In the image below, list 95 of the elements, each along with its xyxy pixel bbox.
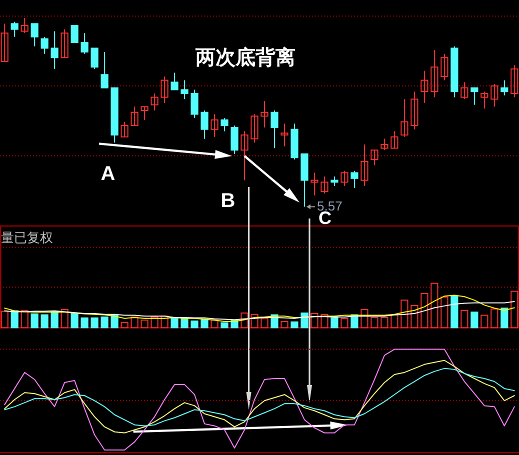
bar [70,312,78,328]
bar [440,296,448,328]
bar [200,318,208,328]
bar [80,317,88,328]
chart-title: 量已复权 [1,230,53,245]
bar [180,318,188,328]
bar [510,290,518,328]
candlestick [270,110,278,149]
candlestick [130,106,138,126]
candlestick [350,170,358,188]
bar [190,320,198,328]
candlestick [180,80,188,100]
candlestick [90,48,98,70]
bar [420,293,428,328]
candlestick [220,118,228,132]
candlestick [260,100,268,128]
bar [150,316,158,328]
candlestick [230,125,238,154]
candlestick [80,32,88,54]
bar [450,295,458,328]
candlestick [280,123,288,147]
candlestick [330,176,338,186]
bar [360,308,368,328]
candlestick [440,53,448,81]
bar [260,318,268,328]
bar [90,317,98,328]
candlestick [240,130,248,181]
bar [300,312,308,328]
candlestick [500,80,508,96]
candlestick [430,50,438,98]
candlestick [30,23,38,47]
bar [210,320,218,328]
bar [170,318,178,328]
candlestick [340,170,348,186]
candlestick [360,144,368,186]
bar [40,314,48,328]
candlestick [40,36,48,54]
candlestick [400,98,408,138]
bar [380,316,388,328]
bar [340,318,348,328]
bar [390,314,398,328]
candlestick [70,25,78,44]
candlestick [160,76,168,104]
bar [130,316,138,328]
bar [120,322,128,328]
candlestick [320,176,328,194]
candlestick [410,91,418,130]
annotation: A [100,163,116,185]
candlestick [460,82,468,100]
candlestick [50,30,58,70]
candlestick [200,110,208,140]
bar [0,310,8,328]
candlestick [490,84,498,108]
candlestick [150,92,158,111]
bar [140,320,148,328]
candlestick [510,64,518,98]
bar [280,320,288,328]
bar [100,316,108,328]
candlestick [100,51,108,88]
bar [400,300,408,328]
bar [30,313,38,328]
candlestick [480,91,488,110]
bar [50,312,58,328]
candlestick [120,121,128,138]
bar [20,310,28,328]
bar [460,310,468,328]
candlestick [190,89,198,119]
text: 两次底背离 [194,45,296,69]
bar [10,310,18,328]
candlestick [420,70,428,104]
bar [370,316,378,328]
candlestick [470,87,478,106]
candlestick [210,114,218,138]
bar [470,312,478,328]
bar [480,314,488,328]
candlestick [170,72,178,90]
candlestick [250,114,258,144]
bar [430,282,438,328]
candlestick [140,106,148,120]
bar [60,308,68,328]
bar [220,322,228,328]
candlestick [0,23,8,62]
candlestick [380,138,388,151]
bar [290,321,298,328]
candlestick [310,172,318,196]
bar [490,308,498,328]
candlestick [10,21,18,38]
candlestick [20,18,28,34]
bar [500,308,508,328]
annotation: B [220,190,236,212]
bar [330,317,338,328]
candlestick [370,150,378,166]
candlestick [60,28,68,58]
bar [310,312,318,328]
candlestick [390,130,398,149]
